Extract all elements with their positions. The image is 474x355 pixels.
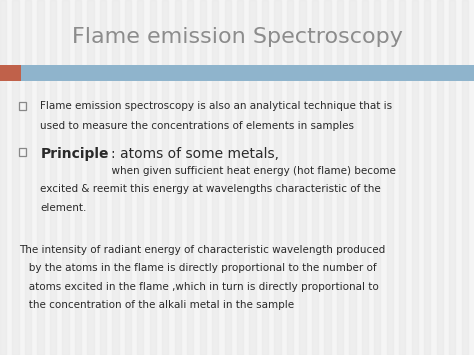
Bar	[25, 0, 31, 355]
Bar	[324, 0, 330, 355]
Bar	[437, 0, 443, 355]
Bar	[150, 0, 156, 355]
Text: element.: element.	[40, 203, 87, 213]
Bar	[374, 0, 381, 355]
Bar	[249, 0, 255, 355]
Bar	[237, 0, 243, 355]
Text: Flame emission Spectroscopy: Flame emission Spectroscopy	[72, 27, 402, 47]
Bar	[12, 0, 18, 355]
Text: Flame emission spectroscopy is also an analytical technique that is: Flame emission spectroscopy is also an a…	[40, 101, 392, 111]
Bar	[0, 65, 21, 81]
Bar	[462, 0, 468, 355]
Text: Principle: Principle	[40, 147, 109, 161]
Text: used to measure the concentrations of elements in samples: used to measure the concentrations of el…	[40, 121, 354, 131]
Bar	[63, 0, 69, 355]
Text: the concentration of the alkali metal in the sample: the concentration of the alkali metal in…	[19, 300, 294, 310]
Bar	[19, 148, 26, 156]
Bar	[287, 0, 293, 355]
Bar	[112, 0, 118, 355]
Bar	[75, 0, 81, 355]
Bar	[19, 102, 26, 110]
Bar	[212, 0, 219, 355]
Bar	[312, 0, 318, 355]
Bar	[399, 0, 405, 355]
Text: The intensity of radiant energy of characteristic wavelength produced: The intensity of radiant energy of chara…	[19, 245, 385, 255]
Bar	[274, 0, 281, 355]
Bar	[200, 0, 206, 355]
Bar	[50, 0, 56, 355]
Bar	[174, 0, 181, 355]
Bar	[225, 0, 231, 355]
Bar	[300, 0, 306, 355]
Bar	[87, 0, 93, 355]
Bar	[262, 0, 268, 355]
Bar	[187, 0, 193, 355]
Bar	[362, 0, 368, 355]
Text: excited & reemit this energy at wavelengths characteristic of the: excited & reemit this energy at waveleng…	[40, 184, 381, 194]
Bar	[137, 0, 144, 355]
Bar	[0, 0, 6, 355]
Text: by the atoms in the flame is directly proportional to the number of: by the atoms in the flame is directly pr…	[19, 263, 376, 273]
Text: when given sufficient heat energy (hot flame) become: when given sufficient heat energy (hot f…	[40, 166, 396, 176]
Bar	[162, 0, 168, 355]
Bar	[387, 0, 393, 355]
Bar	[411, 0, 418, 355]
Bar	[424, 0, 430, 355]
Bar	[449, 0, 456, 355]
Text: : atoms of some metals,: : atoms of some metals,	[111, 147, 279, 161]
Bar	[125, 0, 131, 355]
Bar	[349, 0, 356, 355]
Bar	[37, 0, 44, 355]
Bar	[100, 0, 106, 355]
Text: atoms excited in the flame ,which in turn is directly proportional to: atoms excited in the flame ,which in tur…	[19, 282, 379, 292]
Bar	[337, 0, 343, 355]
Bar	[21, 65, 474, 81]
